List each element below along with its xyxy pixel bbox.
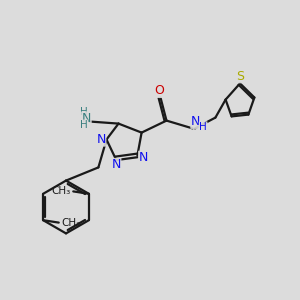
Text: CH₃: CH₃ (52, 186, 71, 196)
Text: N: N (82, 112, 91, 125)
Text: CH₃: CH₃ (61, 218, 80, 228)
Text: N: N (111, 158, 121, 172)
Text: N: N (96, 133, 106, 146)
Text: H: H (199, 122, 207, 132)
Text: H: H (80, 107, 88, 117)
Text: N: N (191, 115, 200, 128)
Text: O: O (154, 84, 164, 98)
Text: S: S (237, 70, 244, 83)
Text: N: N (139, 151, 148, 164)
Text: H: H (80, 120, 88, 130)
